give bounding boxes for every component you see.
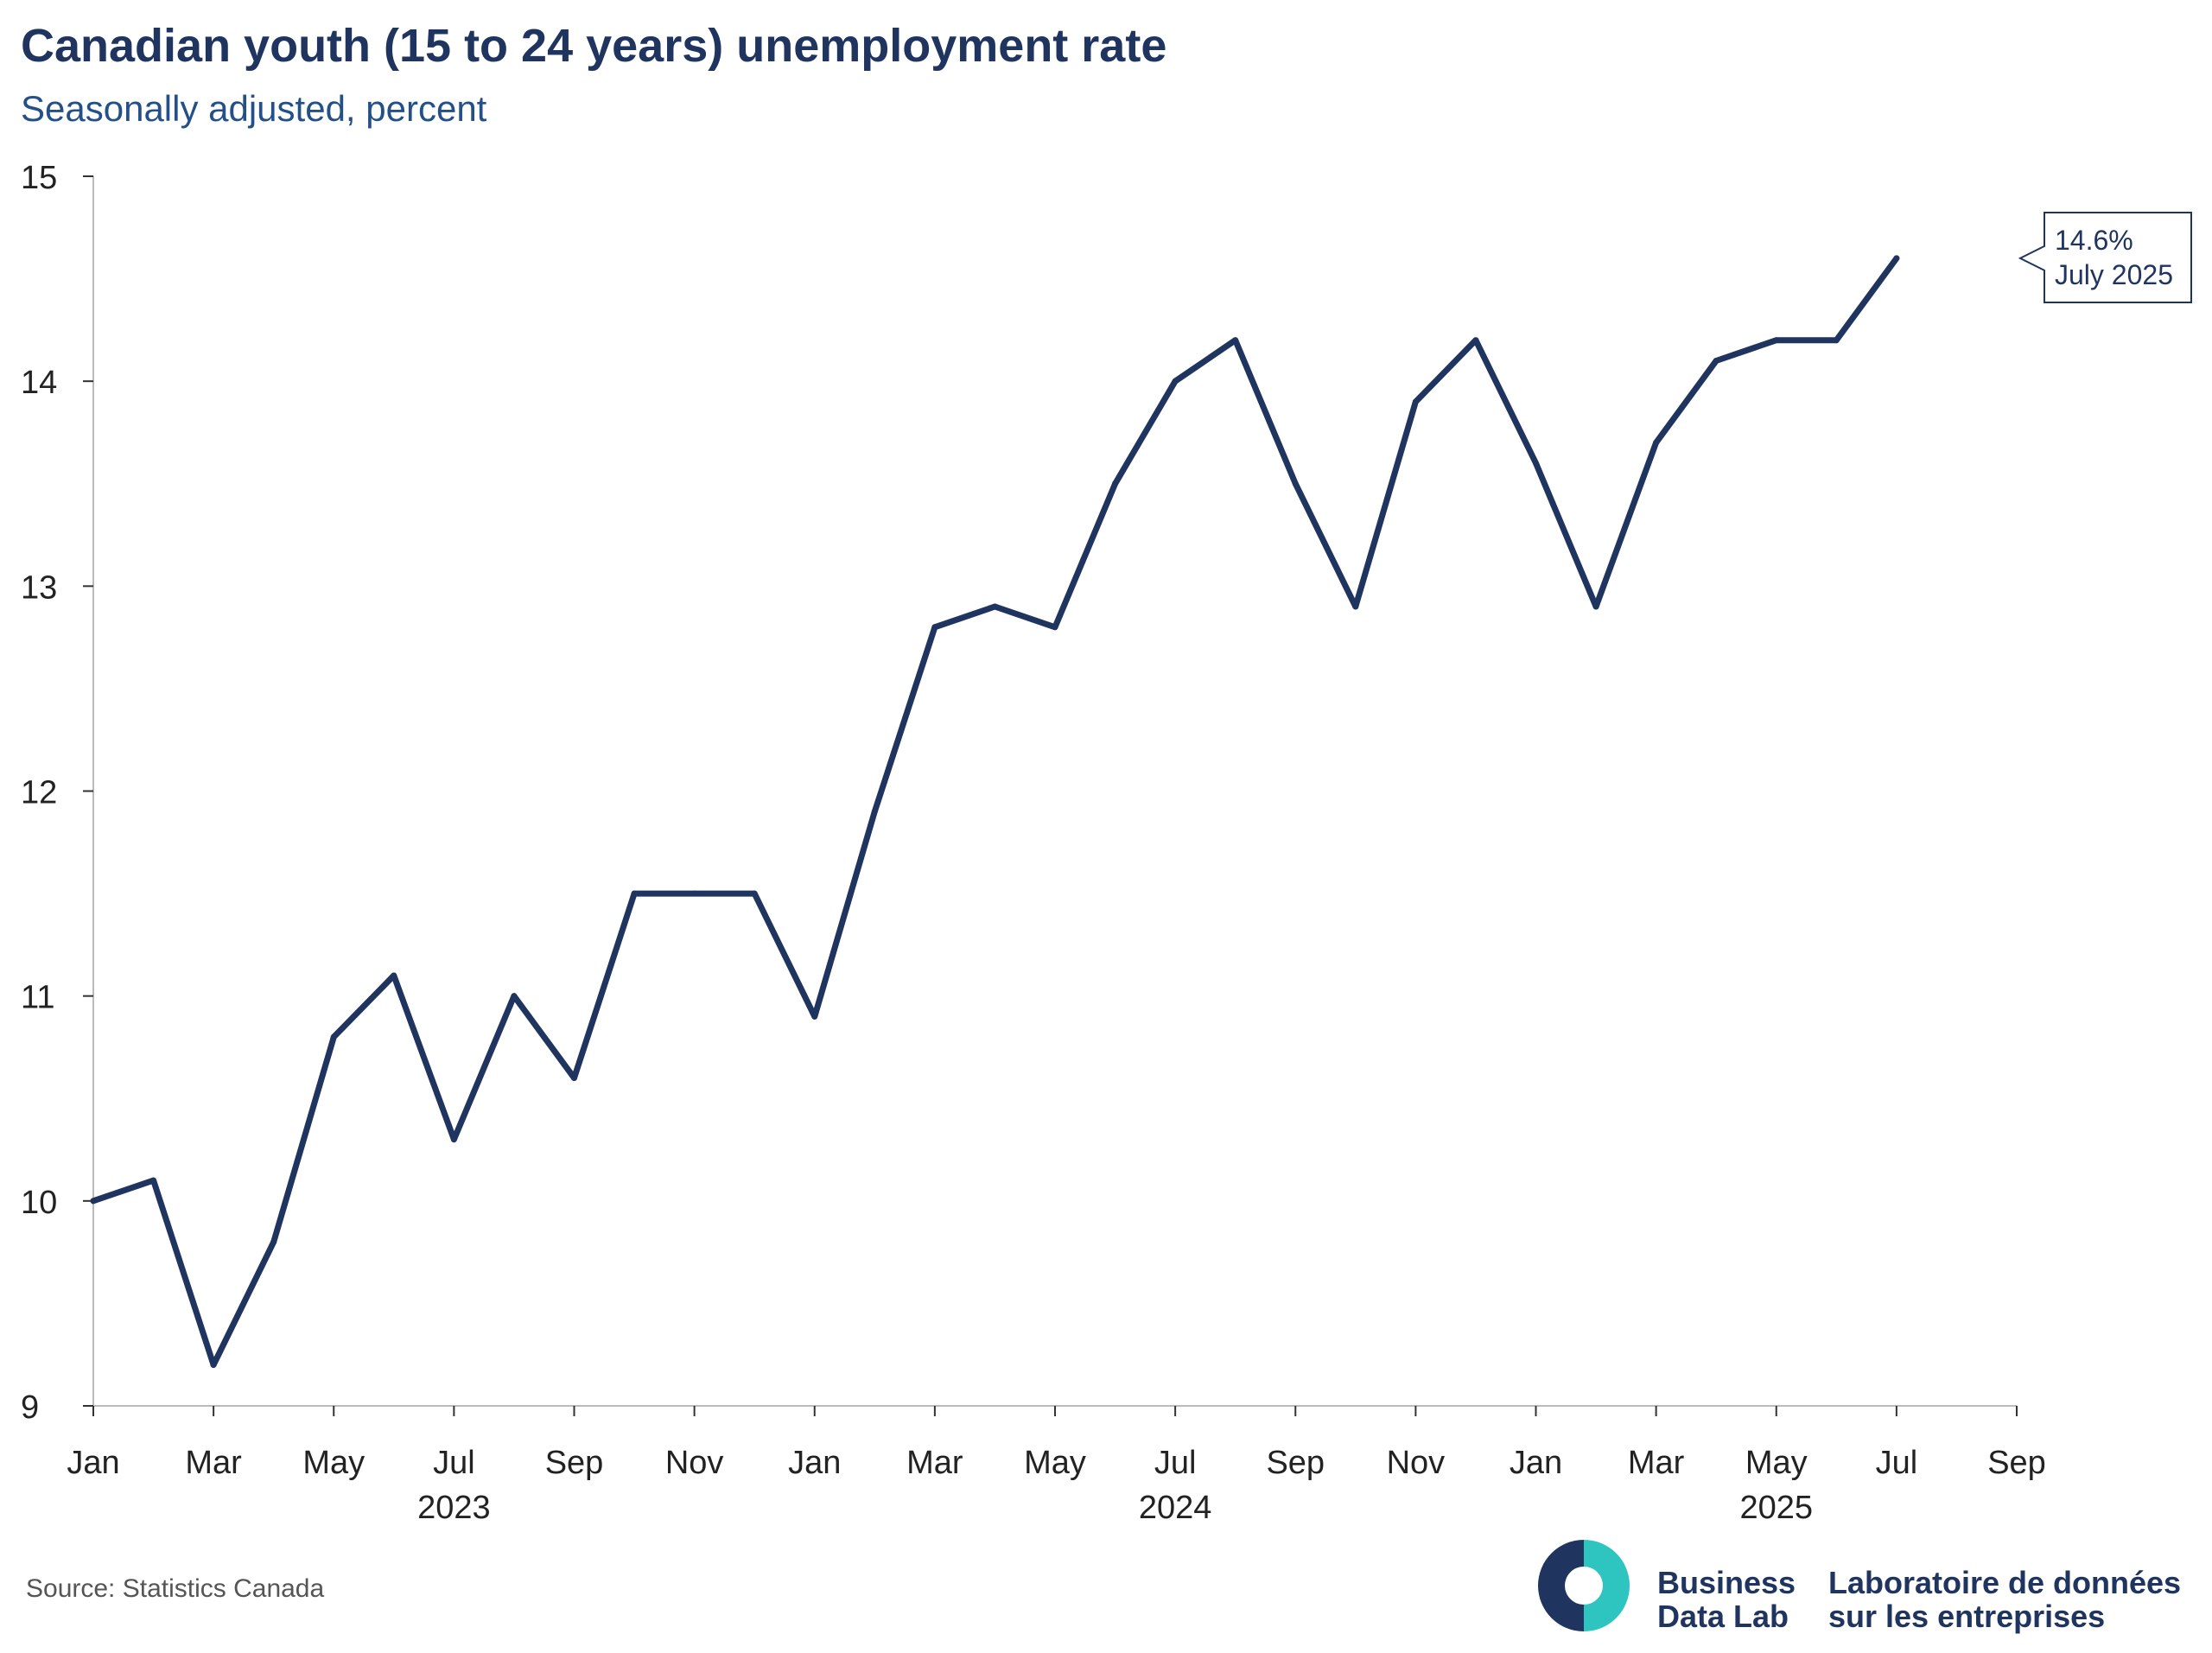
- data-point: [1172, 378, 1179, 385]
- chart-subtitle: Seasonally adjusted, percent: [21, 88, 487, 129]
- x-tick-label: Jul: [433, 1445, 475, 1481]
- data-point: [1833, 337, 1840, 344]
- data-point: [1713, 357, 1719, 364]
- y-tick-label: 10: [21, 1185, 57, 1221]
- y-tick-label: 14: [21, 365, 57, 401]
- y-tick-label: 13: [21, 569, 57, 606]
- data-point: [1412, 398, 1419, 405]
- data-point: [1292, 480, 1299, 487]
- data-point: [631, 890, 638, 897]
- x-tick-label: Jul: [1876, 1445, 1918, 1481]
- year-label: 2024: [1139, 1490, 1212, 1526]
- annotation-value: 14.6%: [2055, 225, 2133, 256]
- x-tick-label: Sep: [1987, 1445, 2046, 1481]
- logo-fr-line2: sur les entreprises: [1828, 1599, 2106, 1634]
- annotation-date: July 2025: [2055, 259, 2173, 290]
- data-point: [751, 890, 758, 897]
- business-data-lab-logo-icon: [1538, 1540, 1630, 1631]
- data-point: [811, 1013, 818, 1020]
- source-note: Source: Statistics Canada: [26, 1574, 325, 1603]
- logo-text-english: Business Data Lab: [1657, 1566, 1796, 1633]
- year-label: 2023: [417, 1490, 491, 1526]
- data-point: [991, 603, 998, 610]
- data-point: [1352, 603, 1359, 610]
- x-tick-label: Mar: [906, 1445, 963, 1481]
- data-point: [1052, 624, 1058, 631]
- data-point: [871, 808, 878, 815]
- x-tick-label: Jan: [67, 1445, 119, 1481]
- x-tick-label: Mar: [1628, 1445, 1685, 1481]
- data-point: [1893, 255, 1900, 262]
- y-tick-label: 11: [21, 980, 54, 1016]
- y-tick-label: 15: [21, 160, 57, 196]
- data-point: [1773, 337, 1780, 344]
- logo-en-line2: Data Lab: [1657, 1599, 1789, 1634]
- data-point: [1592, 603, 1599, 610]
- data-point: [391, 972, 397, 979]
- year-label: 2025: [1739, 1490, 1813, 1526]
- data-point: [691, 890, 698, 897]
- data-point: [1472, 337, 1479, 344]
- x-tick-label: Jan: [788, 1445, 841, 1481]
- x-tick-label: Mar: [185, 1445, 242, 1481]
- data-point: [1653, 439, 1660, 446]
- data-point: [90, 1198, 97, 1205]
- x-tick-label: May: [1024, 1445, 1086, 1481]
- x-tick-label: Nov: [1387, 1445, 1446, 1481]
- data-point: [270, 1238, 277, 1245]
- data-point: [450, 1136, 457, 1143]
- series-line: [90, 255, 1900, 1369]
- logo-en-line1: Business: [1657, 1565, 1796, 1600]
- x-tick-label: Jul: [1154, 1445, 1197, 1481]
- data-point: [330, 1033, 337, 1040]
- x-tick-label: May: [1745, 1445, 1808, 1481]
- data-point: [511, 993, 518, 1000]
- data-point: [150, 1177, 157, 1184]
- data-point: [1533, 460, 1539, 467]
- data-point: [571, 1075, 577, 1082]
- data-point: [931, 624, 938, 631]
- y-tick-label: 12: [21, 775, 57, 811]
- logo-text-french: Laboratoire de données sur les entrepris…: [1828, 1566, 2181, 1633]
- annotation-callout-box: [2018, 212, 2192, 303]
- chart-title: Canadian youth (15 to 24 years) unemploy…: [21, 20, 1167, 72]
- data-point: [210, 1362, 217, 1369]
- data-point: [1232, 337, 1239, 344]
- y-tick-label: 9: [21, 1389, 39, 1426]
- x-tick-label: Nov: [665, 1445, 724, 1481]
- x-tick-label: Sep: [1266, 1445, 1325, 1481]
- x-tick-label: Jan: [1510, 1445, 1562, 1481]
- x-tick-label: May: [302, 1445, 365, 1481]
- logo-fr-line1: Laboratoire de données: [1828, 1565, 2182, 1600]
- data-point: [1112, 480, 1119, 487]
- x-tick-label: Sep: [545, 1445, 604, 1481]
